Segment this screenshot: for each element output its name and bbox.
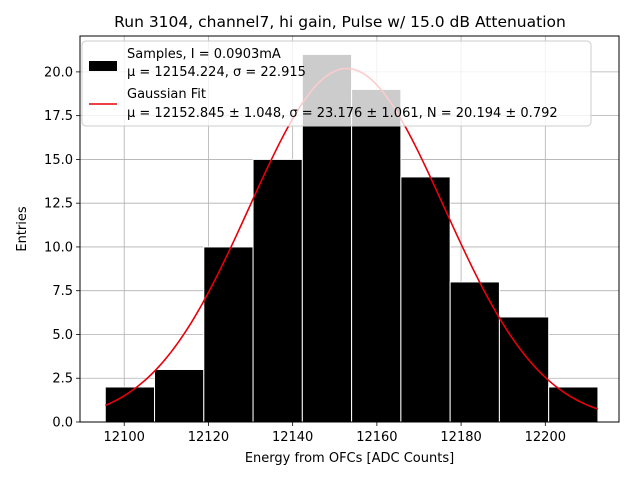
x-tick-label: 12160 bbox=[356, 430, 397, 445]
x-axis-label: Energy from OFCs [ADC Counts] bbox=[245, 451, 454, 466]
y-tick-label: 17.5 bbox=[44, 109, 73, 124]
histogram-bar bbox=[252, 158, 303, 423]
y-tick-label: 12.5 bbox=[44, 197, 73, 212]
legend-samples-line2: μ = 12154.224, σ = 22.915 bbox=[127, 65, 306, 80]
plot-frame bbox=[79, 35, 620, 423]
histogram-bar bbox=[351, 88, 402, 423]
y-tick-label: 0.0 bbox=[52, 416, 73, 431]
histogram-bar bbox=[154, 368, 205, 423]
y-tick-label: 7.5 bbox=[52, 284, 73, 299]
x-axis-ticks: 12100 12120 12140 12160 12180 12200 bbox=[104, 422, 566, 445]
x-tick-label: 12180 bbox=[440, 430, 481, 445]
y-tick-label: 15.0 bbox=[44, 153, 73, 168]
legend-box bbox=[81, 40, 592, 127]
y-tick-label: 20.0 bbox=[44, 65, 73, 80]
y-tick-label: 10.0 bbox=[44, 240, 73, 255]
y-axis-label: Entries bbox=[15, 206, 30, 252]
histogram-bar bbox=[400, 176, 451, 423]
histogram-bar bbox=[498, 316, 550, 423]
x-tick-label: 12140 bbox=[272, 430, 313, 445]
legend-fit-line2: μ = 12152.845 ± 1.048, σ = 23.176 ± 1.06… bbox=[127, 106, 558, 121]
histogram-bar bbox=[449, 281, 500, 423]
x-tick-label: 12100 bbox=[104, 430, 145, 445]
histogram-bar bbox=[548, 386, 599, 423]
legend-fit-line1: Gaussian Fit bbox=[127, 87, 206, 102]
x-tick-label: 12120 bbox=[188, 430, 229, 445]
y-tick-label: 5.0 bbox=[52, 328, 73, 343]
chart-title: Run 3104, channel7, hi gain, Pulse w/ 15… bbox=[114, 13, 566, 31]
x-tick-label: 12200 bbox=[525, 430, 566, 445]
y-axis-ticks: 0.0 2.5 5.0 7.5 10.0 12.5 15.0 17.5 20.0 bbox=[44, 65, 80, 431]
legend-samples-swatch bbox=[89, 61, 117, 71]
histogram-bar bbox=[203, 246, 254, 423]
y-tick-label: 2.5 bbox=[52, 372, 73, 387]
legend: Samples, I = 0.0903mA μ = 12154.224, σ =… bbox=[81, 40, 592, 127]
legend-samples-line1: Samples, I = 0.0903mA bbox=[127, 47, 281, 62]
